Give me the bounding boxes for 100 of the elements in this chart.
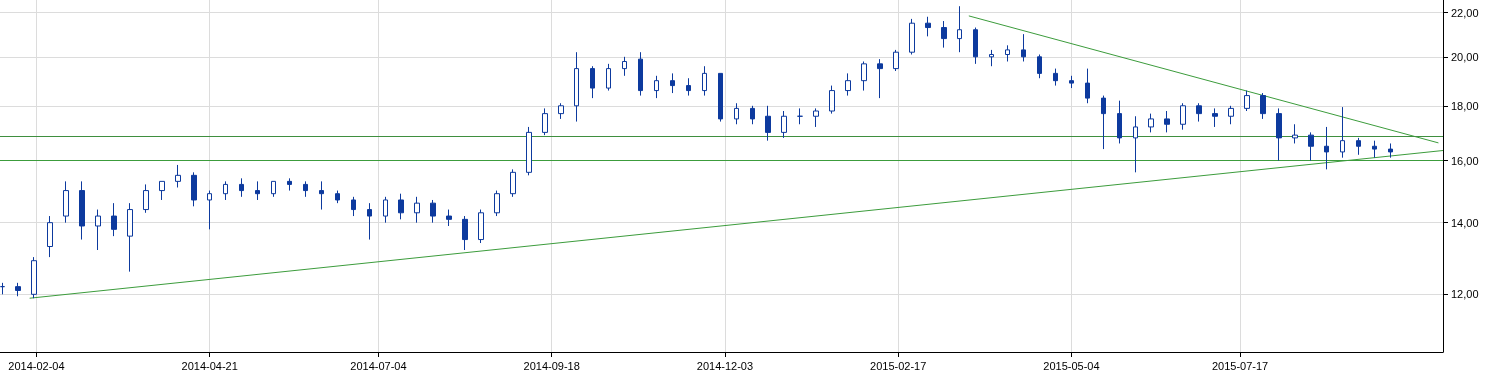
candlestick	[1180, 102, 1186, 131]
candlestick	[606, 63, 611, 92]
x-tick-label: 2014-02-04	[8, 359, 65, 371]
candlestick	[686, 77, 691, 97]
candlestick	[1276, 107, 1282, 162]
candlestick	[973, 27, 978, 65]
candlestick	[1244, 90, 1250, 112]
candlestick	[1085, 68, 1090, 104]
candlestick	[765, 105, 771, 142]
y-tick-label: 12,00	[1451, 288, 1479, 301]
candlestick	[335, 190, 340, 204]
candlestick	[829, 85, 835, 115]
candlestick	[1308, 131, 1314, 162]
candlestick	[526, 126, 532, 176]
candlestick	[845, 72, 851, 97]
candlestick	[622, 56, 627, 77]
candlestick	[175, 164, 181, 188]
x-tick-label: 2014-09-18	[523, 359, 580, 371]
candlestick	[446, 209, 452, 227]
candlestick	[271, 180, 276, 198]
candlestick	[207, 190, 212, 230]
candlestick	[1053, 68, 1058, 87]
candlestick	[654, 75, 659, 99]
candlestick	[1069, 75, 1074, 89]
candlestick	[63, 180, 69, 224]
candlestick	[638, 51, 643, 97]
x-tick-label: 2015-05-04	[1043, 359, 1100, 371]
candlestick	[383, 196, 388, 224]
candlestick	[1292, 123, 1298, 144]
candlestick	[750, 105, 755, 125]
candlestick	[1196, 102, 1202, 123]
candlestick	[941, 20, 947, 49]
candlestick	[574, 51, 579, 123]
candlestick	[877, 58, 883, 99]
candlestick	[31, 256, 37, 299]
candlestick	[1212, 107, 1218, 128]
candlestick	[79, 180, 85, 241]
candlestick	[143, 183, 149, 214]
candlestick	[1117, 100, 1122, 144]
candlestick	[1388, 142, 1393, 159]
x-tick-label: 2015-02-17	[870, 359, 927, 371]
candlestick	[925, 16, 931, 37]
candlestick	[590, 65, 595, 99]
candlestick	[1228, 105, 1234, 125]
candlestick	[542, 107, 548, 136]
candlestick	[367, 202, 372, 241]
candlestick	[95, 209, 101, 251]
y-tick-label: 20,00	[1451, 50, 1479, 63]
candlestick	[111, 202, 117, 237]
candlestick	[239, 177, 244, 198]
candlestick	[813, 107, 819, 128]
y-tick-label: 22,00	[1451, 6, 1479, 19]
candlestick	[398, 193, 404, 220]
candlestick	[1372, 140, 1377, 159]
candlestick	[510, 168, 516, 198]
candlestick	[430, 199, 436, 224]
x-tick-label: 2014-04-21	[181, 359, 238, 371]
candlestick	[1260, 92, 1266, 120]
candlestick	[781, 110, 787, 139]
candlestick	[718, 72, 723, 123]
candlestick	[287, 177, 292, 192]
candlestick	[1101, 95, 1106, 150]
candlestick	[1340, 106, 1345, 159]
candlestick	[797, 107, 803, 125]
candlestick	[1356, 137, 1361, 156]
candlestick	[47, 215, 53, 258]
candlestick	[351, 196, 356, 217]
candlestick	[319, 180, 324, 211]
y-tick-label: 18,00	[1451, 99, 1479, 112]
candlestick	[0, 282, 5, 295]
candlestick	[1021, 33, 1026, 62]
candlestick	[957, 5, 962, 53]
y-tick-label: 14,00	[1451, 216, 1479, 229]
candlestick	[1037, 54, 1042, 79]
candlestick	[478, 209, 484, 244]
x-tick-label: 2014-12-03	[696, 359, 754, 371]
candlestick	[191, 171, 197, 207]
candlestick	[558, 102, 564, 120]
x-tick-label: 2014-07-04	[350, 359, 407, 371]
candlestick	[159, 180, 165, 201]
candlestick	[670, 72, 675, 94]
candlestick	[909, 18, 915, 55]
candlestick	[1133, 115, 1138, 173]
candlestick	[1005, 44, 1010, 62]
candlestick	[861, 61, 867, 92]
candlestick	[303, 180, 308, 198]
candlestick	[223, 180, 228, 201]
x-tick-label: 2015-07-17	[1211, 359, 1269, 371]
candlestick	[989, 49, 994, 67]
candlestick	[462, 215, 468, 251]
y-tick-label: 16,00	[1451, 154, 1479, 167]
candlestick	[255, 180, 260, 201]
candlestick	[702, 65, 707, 97]
candlestick	[1324, 126, 1329, 170]
candlestick	[893, 49, 899, 72]
candlestick	[494, 190, 500, 217]
candlestick	[414, 196, 420, 224]
candlestick	[15, 282, 21, 297]
candlestick	[127, 202, 133, 273]
candlestick	[1148, 113, 1154, 133]
